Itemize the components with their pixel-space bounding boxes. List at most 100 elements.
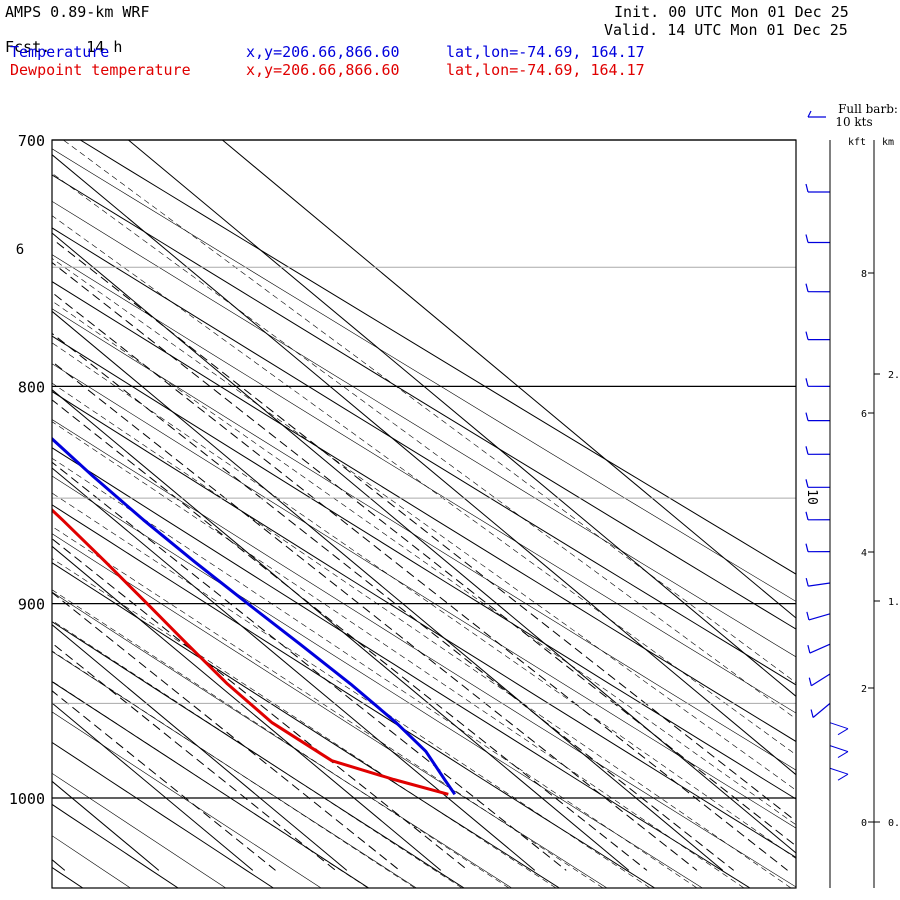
pressure-tick-label: 800 — [18, 378, 45, 396]
wind-legend-barb-feather — [807, 110, 812, 118]
valid-value: 14 UTC Mon 01 Dec 25 — [667, 21, 848, 39]
model-title: AMPS 0.89-km WRF — [5, 3, 150, 21]
dry-adiabat-line — [52, 772, 226, 888]
wind-barbs: 10 — [804, 183, 849, 781]
wind-barb-shaft — [809, 643, 831, 654]
dry-adiabat-line — [79, 140, 796, 575]
dry-adiabat-line — [52, 504, 655, 888]
init-value: 00 UTC Mon 01 Dec 25 — [668, 3, 849, 21]
mixing-ratio-line — [52, 399, 648, 871]
wind-barb-feather — [805, 543, 809, 552]
km-tick-label: 2. — [888, 370, 900, 381]
dry-adiabat-line — [52, 447, 751, 888]
dry-adiabat-line — [52, 533, 608, 888]
wind-barb-feather — [806, 611, 810, 621]
dry-adiabat-line — [52, 335, 796, 800]
isotherm-line — [52, 624, 348, 871]
isotherm-line — [52, 310, 724, 871]
isotherm-line — [52, 467, 536, 871]
dewpoint-profile-line — [52, 507, 449, 796]
wind-barb-feather — [805, 446, 809, 455]
wind-barb-feather — [810, 709, 814, 718]
legend-dewpoint-latlon: lat,lon=-74.69, 164.17 — [446, 61, 645, 79]
isotherm-line — [52, 389, 630, 871]
moist-adiabat-line — [52, 342, 796, 859]
moist-adiabat-line — [52, 421, 745, 888]
legend-temperature-latlon: lat,lon=-74.69, 164.17 — [446, 43, 645, 61]
valid-time: Valid. 14 UTC Mon 01 Dec 25 — [604, 22, 848, 39]
moist-adiabat-line — [52, 558, 557, 888]
plot-frame — [51, 139, 797, 889]
mixing-ratio-line — [52, 642, 336, 871]
isotherm-line — [52, 702, 254, 871]
kft-tick-label: 6 — [861, 409, 867, 420]
dry-adiabat-line — [52, 390, 796, 858]
moist-adiabat-line — [52, 526, 604, 888]
moist-adiabat-line — [52, 457, 698, 888]
forecast-label-text: Fcst. — [5, 38, 51, 56]
wind-barb-shaft — [829, 745, 849, 753]
wind-speed-label-text: 10 — [804, 489, 819, 505]
height-axis-kft-title: kft — [848, 137, 866, 148]
wind-barb-feather — [805, 577, 809, 587]
axis-labels: 7008009001000-70-60-50-40-30-20-100.05.1… — [9, 102, 898, 808]
wind-barb-feather — [805, 378, 809, 387]
wind-barb-feather — [807, 644, 811, 654]
wind-barb-feather — [837, 751, 849, 759]
isotherm-line — [52, 154, 796, 776]
init-label: Init. — [614, 3, 660, 21]
wind-barb-feather — [805, 479, 809, 488]
wind-legend-title: Full barb: — [838, 102, 898, 116]
moist-adiabat-line — [52, 650, 416, 888]
moist-adiabat-line — [52, 589, 510, 888]
dry-adiabat-line — [52, 621, 465, 888]
wind-barb-feather — [805, 283, 809, 292]
kft-tick-label: 4 — [861, 548, 867, 559]
profile-series — [52, 436, 457, 796]
isotherm-line — [128, 140, 796, 697]
moist-adiabat-line — [52, 382, 792, 888]
wind-barb-feather — [808, 677, 812, 686]
background-lines — [52, 140, 796, 888]
wind-barb-feather — [805, 412, 809, 421]
km-tick-label: 1. — [888, 597, 900, 608]
legend-temperature-name: Temperature — [10, 43, 110, 61]
wind-barb-shaft — [829, 722, 849, 730]
dry-adiabat-line — [52, 741, 274, 888]
dry-adiabat-line — [52, 308, 796, 771]
height-axis-km-title: km — [882, 137, 894, 148]
valid-label: Valid. — [604, 21, 659, 39]
wind-barb-feather — [805, 183, 809, 193]
dry-adiabat-line — [52, 680, 369, 888]
wind-barb-shaft — [812, 702, 831, 718]
pressure-tick-label: 1000 — [9, 790, 45, 808]
moist-adiabat-line — [62, 140, 796, 684]
mixing-ratio-label: 6 — [16, 242, 24, 258]
wind-barb-feather — [805, 234, 809, 243]
mixing-ratio-line — [52, 291, 788, 871]
kft-tick-label: 0 — [861, 818, 867, 829]
moist-adiabat-line — [52, 258, 796, 791]
dry-adiabat-line — [52, 651, 417, 888]
moist-adiabat-line — [52, 300, 796, 826]
dry-adiabat-line — [52, 363, 796, 829]
wind-barb-feather — [837, 728, 849, 736]
height-axis: kft km 0 2 4 6 8 0. 1. 2. — [829, 137, 900, 888]
isotherm-line — [52, 232, 796, 854]
wind-barb-shaft — [810, 673, 831, 687]
dry-adiabat-line — [52, 866, 84, 888]
dry-adiabat-line — [52, 711, 322, 888]
temperature-profile-line — [52, 436, 457, 796]
wind-barb-shaft — [808, 613, 831, 621]
wind-barb-shaft — [808, 582, 831, 587]
kft-tick-label: 2 — [861, 684, 867, 695]
wind-barb-feather — [805, 331, 809, 340]
dry-adiabat-line — [52, 419, 796, 888]
pressure-tick-label: 700 — [18, 132, 45, 150]
init-time: Init. 00 UTC Mon 01 Dec 25 — [614, 4, 849, 21]
km-tick-label: 0. — [888, 818, 900, 829]
dry-adiabat-line — [52, 835, 131, 888]
moist-adiabat-line — [52, 172, 796, 720]
wind-barb-shaft — [829, 767, 849, 775]
